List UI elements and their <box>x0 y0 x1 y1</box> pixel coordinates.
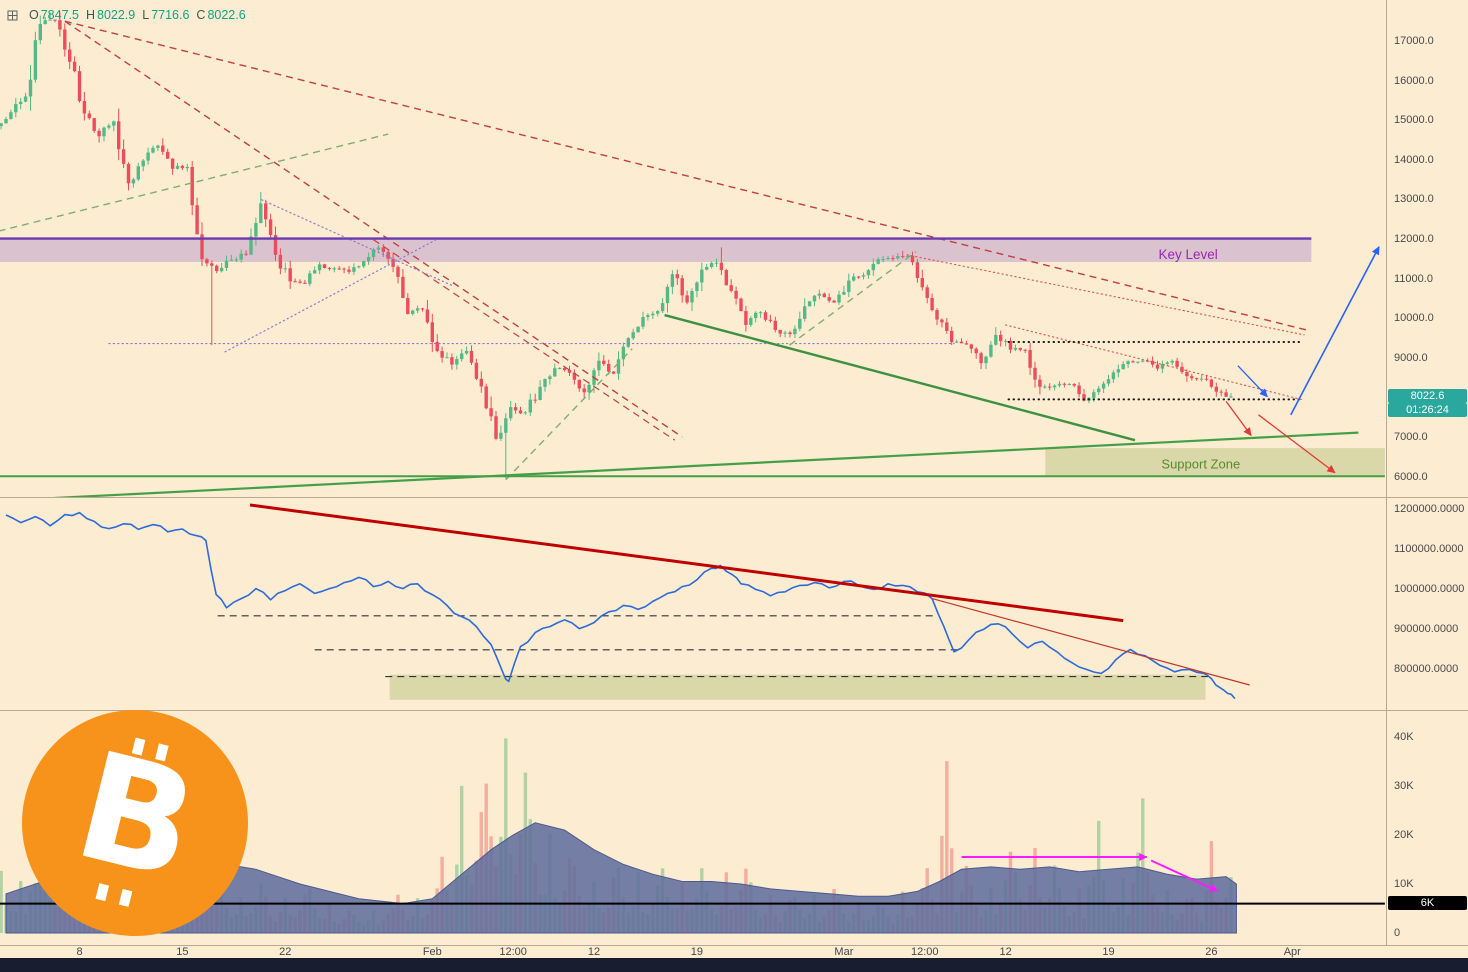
volume-6k-badge: 6K <box>1388 896 1467 910</box>
legend-close-label: C <box>196 8 206 22</box>
axis-tick: 6000.0 <box>1394 470 1428 483</box>
green-downtrend <box>664 313 1136 442</box>
key-level-zone <box>0 238 1312 262</box>
time-tick: 12 <box>587 946 601 958</box>
indicator-line <box>5 511 1236 700</box>
time-tick: 15 <box>176 946 189 958</box>
axis-tick: 1200000.0000 <box>1394 503 1465 515</box>
axis-tick: 10K <box>1394 878 1414 890</box>
time-tick: 22 <box>279 946 292 958</box>
legend-low-label: L <box>142 8 150 22</box>
jan-top-fan-1 <box>64 20 1308 331</box>
axis-tick: 17000.0 <box>1394 35 1434 47</box>
pennant-lower <box>224 239 436 353</box>
time-tick: Apr <box>1283 946 1301 958</box>
time-axis[interactable]: 8 15 22 Feb 12:00 12 19 Mar 12:00 12 19 26 Apr <box>0 945 1468 959</box>
ind-downtrend-thick <box>249 503 1124 623</box>
symbol-grid-icon <box>7 10 18 21</box>
time-tick: 19 <box>1102 946 1115 958</box>
legend-high-value: 8022.9 <box>97 8 136 22</box>
time-tick: Mar <box>834 946 854 958</box>
time-tick: Feb <box>422 946 442 958</box>
long-term-support <box>54 431 1359 497</box>
feb-recovery-dashed <box>505 348 633 481</box>
bottom-toolbar <box>0 958 1468 972</box>
axis-tick: 0 <box>1394 927 1401 939</box>
time-tick: 19 <box>690 946 704 958</box>
axis-tick: 800000.0000 <box>1394 663 1459 675</box>
axis-tick: 10000.0 <box>1394 312 1434 325</box>
legend-close-value: 8022.6 <box>207 8 246 22</box>
pennant-upper <box>261 199 455 288</box>
price-scale-axis[interactable]: 8022.6 01:26:24 6K 17000.0 16000.0 15000.0… <box>1386 0 1468 945</box>
vol-decline-arrow <box>1150 859 1219 892</box>
time-tick: 12:00 <box>910 946 939 958</box>
jan-top-fan-3 <box>373 239 676 441</box>
ind-downtrend-thin <box>931 598 1250 686</box>
axis-tick: 30K <box>1394 780 1414 792</box>
bitcoin-b-bar <box>95 883 110 902</box>
support-zone-label: Support Zone <box>1161 457 1240 472</box>
pane-separator-volume[interactable] <box>0 710 1468 711</box>
mar-dotted-red-1 <box>906 254 1305 336</box>
bearish-arrow-2 <box>1258 414 1336 474</box>
time-tick: 12:00 <box>499 946 527 958</box>
jan-uptrend-broken <box>0 133 389 232</box>
legend-open-value: 7847.5 <box>40 8 79 22</box>
axis-tick: 16000.0 <box>1394 74 1434 87</box>
pullback-arrow <box>1237 365 1268 398</box>
price-pane: Key Level Support Zone <box>0 11 1385 497</box>
legend-open-label: O <box>29 8 39 22</box>
legend-low-value: 7716.6 <box>151 8 190 22</box>
pane-separator-indicator[interactable] <box>0 497 1468 498</box>
axis-tick: 20K <box>1394 829 1414 841</box>
chart-canvas[interactable]: Key Level Support Zone <box>0 0 1386 945</box>
countdown-badge: 01:26:24 <box>1388 403 1467 417</box>
time-tick: 12 <box>999 946 1012 958</box>
ohlc-legend: O 7847.5 H 8022.9 L 7716.6 C 8022.6 <box>7 8 246 22</box>
last-price-badge: 8022.6 <box>1388 389 1467 403</box>
axis-tick: 900000.0000 <box>1394 623 1459 635</box>
legend-high-label: H <box>85 8 95 22</box>
axis-tick: 14000.0 <box>1394 153 1434 166</box>
time-tick: 26 <box>1205 946 1218 958</box>
axis-tick: 40K <box>1394 731 1414 743</box>
time-tick: 8 <box>76 946 83 958</box>
axis-tick: 13000.0 <box>1394 193 1434 206</box>
bitcoin-logo: B <box>22 710 248 936</box>
jan-top-fan-2 <box>64 20 683 438</box>
ind-pane <box>5 503 1250 700</box>
key-level-label: Key Level <box>1158 247 1217 262</box>
volume-ma-area <box>5 822 1237 934</box>
bitcoin-b-bar <box>118 888 133 907</box>
axis-tick: 7000.0 <box>1394 431 1428 443</box>
axis-tick: 15000.0 <box>1394 114 1434 127</box>
mar-dotted-red-2 <box>1005 324 1305 401</box>
axis-tick: 12000.0 <box>1394 233 1434 245</box>
bearish-arrow-1 <box>1225 400 1252 437</box>
axis-tick: 1000000.0000 <box>1394 583 1465 595</box>
bullish-projection-arrow <box>1290 246 1380 416</box>
indicator-support-zone <box>389 674 1206 700</box>
mar-recovery-dashed <box>789 251 917 346</box>
axis-tick: 11000.0 <box>1394 272 1433 285</box>
axis-tick: 9000.0 <box>1394 351 1428 364</box>
axis-tick: 1100000.0000 <box>1394 543 1464 555</box>
